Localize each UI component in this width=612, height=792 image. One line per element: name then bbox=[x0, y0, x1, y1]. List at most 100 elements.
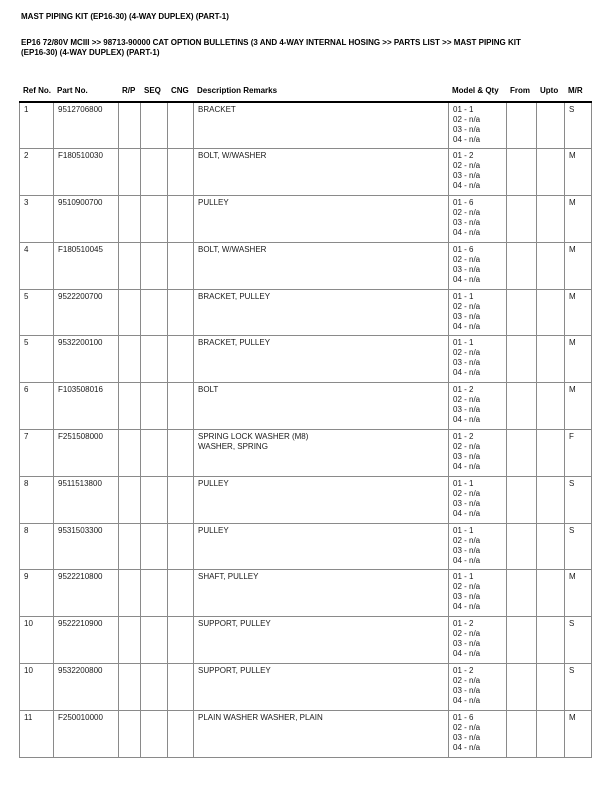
table-row: 2 F180510030 BOLT, W/WASHER 01 - 2 02 - n/a 0… bbox=[19, 148, 592, 197]
cell-desc: PULLEY bbox=[193, 475, 449, 524]
cell-mr: S bbox=[564, 101, 592, 150]
cell-from bbox=[506, 101, 537, 150]
cell-line: 03 - n/a bbox=[453, 452, 481, 462]
cell-upto bbox=[536, 101, 565, 150]
column-header-seq: SEQ bbox=[144, 86, 161, 95]
cell-line: 02 - n/a bbox=[453, 115, 481, 124]
cell-desc: SUPPORT, PULLEY bbox=[193, 663, 449, 711]
cell-model: 01 - 6 02 - n/a 03 - n/a 04 - n/a bbox=[448, 241, 507, 290]
cell-from bbox=[506, 709, 537, 758]
cell-seq bbox=[140, 475, 168, 524]
cell-line: 01 - 2 bbox=[453, 619, 474, 629]
cell-model: 01 - 1 02 - n/a 03 - n/a 04 - n/a bbox=[448, 522, 507, 571]
cell-line: 01 - 1 bbox=[453, 572, 474, 582]
cell-ref: 10 bbox=[19, 616, 54, 665]
cell-line: WASHER, SPRING bbox=[198, 442, 268, 452]
cell-mr: M bbox=[564, 709, 592, 758]
cell-model: 01 - 6 02 - n/a 03 - n/a 04 - n/a bbox=[448, 195, 507, 243]
cell-part: 9532200100 bbox=[53, 335, 119, 384]
cell-line: 01 - 6 bbox=[453, 244, 474, 254]
table-row: 6 F103508016 BOLT 01 - 2 02 - n/a 03 - n/a 04 … bbox=[19, 382, 592, 431]
cell-rp bbox=[118, 241, 141, 290]
cell-line: 04 - n/a bbox=[453, 228, 481, 238]
cell-upto bbox=[536, 241, 565, 290]
cell-upto bbox=[536, 429, 565, 477]
cell-upto bbox=[536, 522, 565, 571]
cell-cng bbox=[167, 335, 194, 384]
cell-part: 9531503300 bbox=[53, 522, 119, 571]
column-header-part: Part No. bbox=[57, 86, 88, 95]
cell-from bbox=[506, 148, 537, 197]
table-row: 10 9532200800 SUPPORT, PULLEY 01 - 2 02 - n/… bbox=[19, 663, 592, 711]
cell-ref: 9 bbox=[19, 569, 54, 618]
cell-upto bbox=[536, 569, 565, 618]
cell-model: 01 - 1 02 - n/a 03 - n/a 04 - n/a bbox=[448, 335, 507, 384]
cell-mr: M bbox=[564, 288, 592, 337]
cell-upto bbox=[536, 616, 565, 665]
cell-line: BOLT, W/WASHER bbox=[198, 151, 267, 161]
cell-line: 04 - n/a bbox=[453, 368, 481, 378]
cell-seq bbox=[140, 382, 168, 431]
cell-line: BRACKET bbox=[198, 105, 236, 114]
cell-from bbox=[506, 475, 537, 524]
cell-rp bbox=[118, 475, 141, 524]
cell-part: 9522210800 bbox=[53, 569, 119, 618]
cell-mr: S bbox=[564, 475, 592, 524]
cell-line: 03 - n/a bbox=[453, 405, 481, 415]
table-row: 8 9511513800 PULLEY 01 - 1 02 - n/a 03 - n/a 0… bbox=[19, 475, 592, 524]
cell-line: 01 - 6 bbox=[453, 198, 474, 208]
cell-ref: 8 bbox=[19, 475, 54, 524]
cell-part: 9511513800 bbox=[53, 475, 119, 524]
cell-line: 04 - n/a bbox=[453, 508, 481, 518]
cell-line: 04 - n/a bbox=[453, 135, 481, 144]
cell-line: PULLEY bbox=[198, 478, 229, 488]
cell-rp bbox=[118, 195, 141, 243]
cell-ref: 10 bbox=[19, 663, 54, 711]
column-header-cng: CNG bbox=[171, 86, 189, 95]
cell-model: 01 - 2 02 - n/a 03 - n/a 04 - n/a bbox=[448, 148, 507, 197]
column-header-mr: M/R bbox=[568, 86, 583, 95]
cell-model: 01 - 6 02 - n/a 03 - n/a 04 - n/a bbox=[448, 709, 507, 758]
cell-from bbox=[506, 429, 537, 477]
cell-rp bbox=[118, 288, 141, 337]
cell-line: 02 - n/a bbox=[453, 395, 481, 405]
table-row: 5 9522200700 BRACKET, PULLEY 01 - 1 02 - n/a… bbox=[19, 288, 592, 337]
parts-table-body: 1 9512706800 BRACKET 01 - 1 02 - n/a 03 - n/a… bbox=[19, 101, 592, 758]
cell-seq bbox=[140, 335, 168, 384]
cell-ref: 4 bbox=[19, 241, 54, 290]
cell-desc: SPRING LOCK WASHER (M8) WASHER, SPRING bbox=[193, 429, 449, 477]
cell-line: SHAFT, PULLEY bbox=[198, 572, 259, 582]
cell-line: 03 - n/a bbox=[453, 125, 481, 134]
cell-from bbox=[506, 241, 537, 290]
cell-rp bbox=[118, 335, 141, 384]
cell-rp bbox=[118, 429, 141, 477]
cell-seq bbox=[140, 569, 168, 618]
cell-line: BRACKET, PULLEY bbox=[198, 291, 271, 301]
cell-part: F251508000 bbox=[53, 429, 119, 477]
cell-desc: BRACKET, PULLEY bbox=[193, 288, 449, 337]
cell-mr: M bbox=[564, 148, 592, 197]
cell-upto bbox=[536, 195, 565, 243]
cell-ref: 8 bbox=[19, 522, 54, 571]
cell-line: 03 - n/a bbox=[453, 592, 481, 602]
table-row: 8 9531503300 PULLEY 01 - 1 02 - n/a 03 - n/a 0… bbox=[19, 522, 592, 571]
cell-desc: BRACKET, PULLEY bbox=[193, 335, 449, 384]
cell-from bbox=[506, 616, 537, 665]
cell-ref: 6 bbox=[19, 382, 54, 431]
cell-line: 03 - n/a bbox=[453, 545, 481, 555]
cell-line: 04 - n/a bbox=[453, 274, 481, 284]
cell-line: 02 - n/a bbox=[453, 676, 481, 686]
cell-cng bbox=[167, 569, 194, 618]
cell-mr: M bbox=[564, 569, 592, 618]
cell-line: PLAIN WASHER WASHER, PLAIN bbox=[198, 712, 323, 722]
cell-desc: PLAIN WASHER WASHER, PLAIN bbox=[193, 709, 449, 758]
cell-ref: 5 bbox=[19, 335, 54, 384]
cell-line: 04 - n/a bbox=[453, 415, 481, 425]
cell-from bbox=[506, 569, 537, 618]
breadcrumb-line: EP16 72/80V MCIII >> 98713-90000 CAT OPT… bbox=[21, 38, 521, 47]
cell-seq bbox=[140, 663, 168, 711]
cell-line: 02 - n/a bbox=[453, 488, 481, 498]
cell-ref: 3 bbox=[19, 195, 54, 243]
cell-rp bbox=[118, 616, 141, 665]
parts-table-grid: 1 9512706800 BRACKET 01 - 1 02 - n/a 03 - n/a… bbox=[19, 101, 592, 758]
